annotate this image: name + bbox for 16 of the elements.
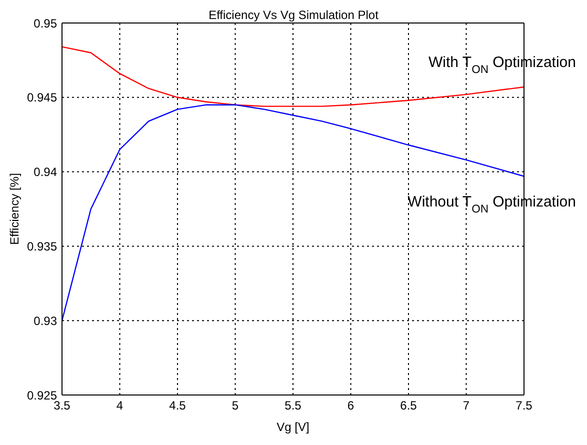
y-tick-label: 0.93 <box>34 314 58 328</box>
x-axis-title: Vg [V] <box>276 420 310 434</box>
x-tick-label: 7 <box>462 398 470 413</box>
y-axis-title: Efficiency [%] <box>7 173 22 245</box>
y-tick-label: 0.95 <box>34 16 58 30</box>
x-tick-label: 6.5 <box>400 398 418 413</box>
x-tick-label: 4.5 <box>169 398 186 413</box>
y-tick-label: 0.945 <box>26 90 58 105</box>
x-tick-label: 7.5 <box>516 398 533 413</box>
x-tick-label: 6 <box>347 398 354 413</box>
y-tick-label: 0.935 <box>26 239 58 254</box>
x-tick-label: 4 <box>116 398 124 413</box>
y-tick-label: 0.94 <box>34 165 58 180</box>
chart-title: Efficiency Vs Vg Simulation Plot <box>208 8 378 22</box>
x-tick-label: 5 <box>232 398 239 413</box>
x-tick-label: 5.5 <box>284 398 302 413</box>
